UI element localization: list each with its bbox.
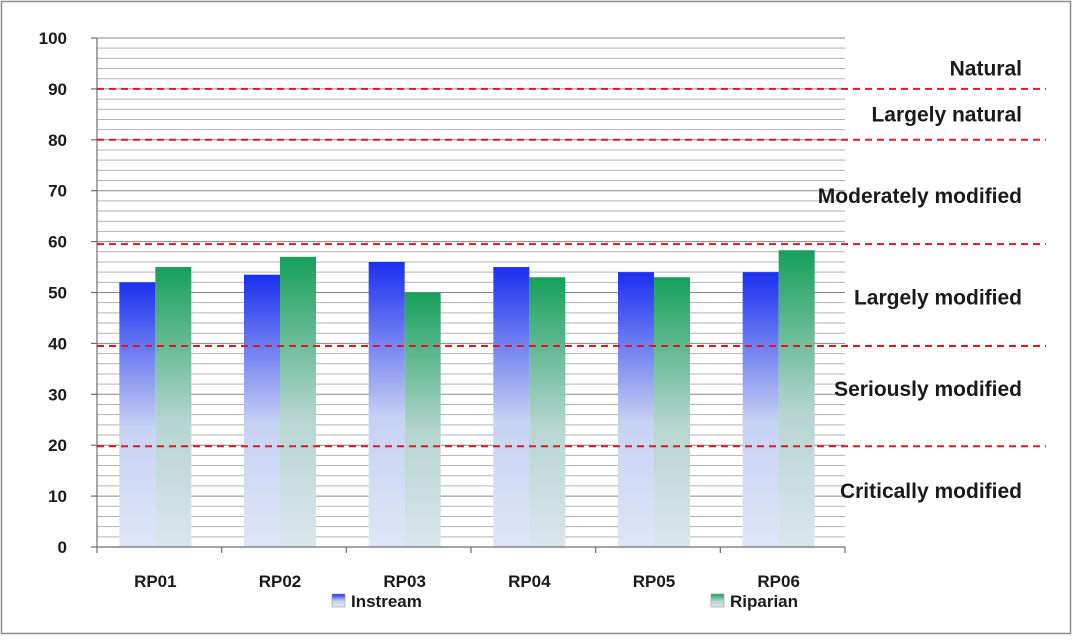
zone-annotations: Natural Largely natural Moderately modifie… xyxy=(818,58,1022,503)
zone-annotation: Moderately modified xyxy=(818,185,1022,208)
legend-label-instream: Instream xyxy=(351,592,422,611)
bar-instream-rp01 xyxy=(119,282,156,547)
legend-swatch-instream xyxy=(331,593,346,608)
bar-instream-rp05 xyxy=(618,272,654,547)
x-tick-label: RP01 xyxy=(134,572,177,591)
x-tick-label: RP03 xyxy=(383,572,426,591)
gridlines xyxy=(97,37,845,538)
zone-annotation: Natural xyxy=(950,58,1022,81)
zone-annotation: Critically modified xyxy=(840,480,1022,503)
bar-riparian-rp06 xyxy=(778,250,815,548)
y-tick-label: 50 xyxy=(48,284,67,303)
bar-instream-rp06 xyxy=(742,272,779,547)
y-tick-label: 20 xyxy=(48,436,67,455)
y-tick-label: 30 xyxy=(48,385,67,404)
legend-swatch-riparian xyxy=(710,593,725,608)
bar-instream-rp03 xyxy=(368,261,405,547)
legend: Instream Riparian xyxy=(331,592,798,611)
x-tick-label: RP02 xyxy=(259,572,302,591)
bar-riparian-rp02 xyxy=(280,256,316,547)
x-tick-label: RP04 xyxy=(508,572,551,591)
y-tick-label: 90 xyxy=(48,80,67,99)
x-tick-label: RP05 xyxy=(633,572,676,591)
legend-label-riparian: Riparian xyxy=(730,592,798,611)
y-tick-label: 60 xyxy=(48,233,67,252)
x-tick-label: RP06 xyxy=(757,572,800,591)
threshold-lines xyxy=(97,87,1046,448)
axes: 0 10 20 30 40 50 60 70 80 90 100 RP01 RP02 RP03 RP04 RP… xyxy=(39,29,846,591)
y-tick-label: 100 xyxy=(39,29,67,48)
bars xyxy=(119,250,815,548)
bar-riparian-rp03 xyxy=(404,292,441,547)
bar-riparian-rp01 xyxy=(155,267,192,547)
bar-riparian-rp05 xyxy=(654,277,690,547)
zone-annotation: Seriously modified xyxy=(834,378,1022,401)
y-tick-label: 0 xyxy=(58,538,67,557)
y-tick-label: 70 xyxy=(48,182,67,201)
zone-annotation: Largely modified xyxy=(854,287,1022,310)
y-tick-label: 80 xyxy=(48,131,67,150)
bar-riparian-rp04 xyxy=(529,277,566,547)
zone-annotation: Largely natural xyxy=(871,103,1022,126)
bar-instream-rp02 xyxy=(244,274,280,547)
y-tick-label: 10 xyxy=(48,487,67,506)
bar-instream-rp04 xyxy=(493,267,530,547)
y-tick-label: 40 xyxy=(48,334,67,353)
